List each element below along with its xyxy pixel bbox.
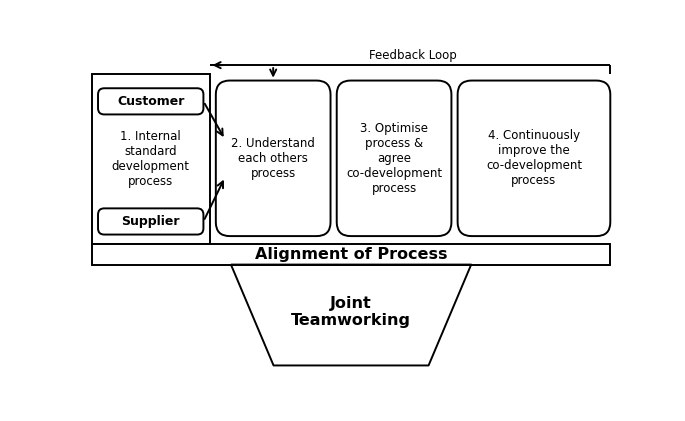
Text: 3. Optimise
process &
agree
co-development
process: 3. Optimise process & agree co-developme… bbox=[346, 122, 442, 195]
FancyBboxPatch shape bbox=[98, 88, 203, 115]
FancyBboxPatch shape bbox=[458, 80, 610, 236]
Text: Feedback Loop: Feedback Loop bbox=[369, 49, 457, 62]
Text: Customer: Customer bbox=[117, 95, 184, 108]
Bar bbox=[92, 75, 210, 244]
Text: 4. Continuously
improve the
co-development
process: 4. Continuously improve the co-developme… bbox=[486, 129, 582, 187]
Text: Alignment of Process: Alignment of Process bbox=[255, 247, 447, 262]
Text: 2. Understand
each others
process: 2. Understand each others process bbox=[232, 137, 315, 180]
Text: 1. Internal
standard
development
process: 1. Internal standard development process bbox=[112, 130, 190, 188]
FancyBboxPatch shape bbox=[337, 80, 451, 236]
FancyBboxPatch shape bbox=[216, 80, 331, 236]
FancyBboxPatch shape bbox=[98, 208, 203, 234]
Text: Joint
Teamworking: Joint Teamworking bbox=[291, 296, 411, 328]
Bar bbox=[92, 244, 610, 264]
Text: Supplier: Supplier bbox=[121, 215, 180, 228]
